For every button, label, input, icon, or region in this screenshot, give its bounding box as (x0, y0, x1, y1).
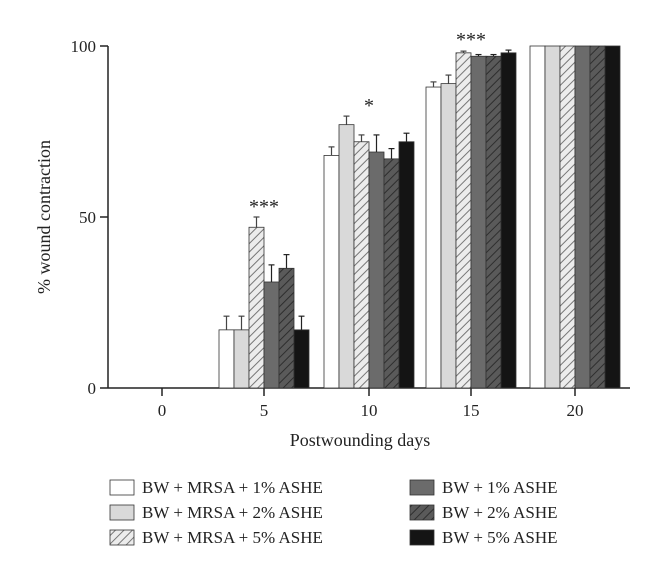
legend: BW + MRSA + 1% ASHE BW + MRSA + 2% ASHE BW… (109, 478, 558, 547)
x-tick-label: 0 (158, 401, 167, 420)
bar (485, 55, 502, 389)
bar (263, 281, 280, 389)
bar (559, 45, 576, 389)
x-tick-label: 10 (361, 401, 378, 420)
bar (589, 45, 606, 389)
legend-label: BW + 2% ASHE (442, 503, 558, 522)
bar (338, 124, 355, 389)
bar (398, 141, 415, 389)
bar (604, 45, 621, 389)
x-tick-label: 20 (567, 401, 584, 420)
bar (323, 155, 340, 389)
bar (470, 55, 487, 389)
bar (440, 83, 457, 389)
x-tick-label: 15 (463, 401, 480, 420)
y-axis: 0 50 100 (71, 37, 109, 398)
significance-marker: *** (249, 196, 279, 218)
bar (574, 45, 591, 389)
bar (425, 86, 442, 389)
bars (218, 45, 621, 389)
x-tick-label: 5 (260, 401, 269, 420)
legend-label: BW + MRSA + 2% ASHE (142, 503, 323, 522)
bar (278, 267, 295, 389)
significance-marker: *** (456, 29, 486, 51)
x-axis-title: Postwounding days (290, 430, 431, 450)
legend-label: BW + 5% ASHE (442, 528, 558, 547)
bar (248, 226, 265, 389)
legend-label: BW + 1% ASHE (442, 478, 558, 497)
bar (455, 52, 472, 389)
bar (368, 151, 385, 389)
bar (218, 329, 235, 389)
bar (500, 52, 517, 389)
significance-marker: * (364, 95, 374, 117)
y-tick-label: 100 (71, 37, 97, 56)
bar (529, 45, 546, 389)
legend-swatch (409, 529, 435, 546)
bar (544, 45, 561, 389)
bar (293, 329, 310, 389)
legend-label: BW + MRSA + 1% ASHE (142, 478, 323, 497)
bar (383, 158, 400, 389)
bar (233, 329, 250, 389)
legend-swatch (409, 479, 435, 496)
legend-swatch (109, 504, 135, 521)
legend-label: BW + MRSA + 5% ASHE (142, 528, 323, 547)
legend-swatch (109, 479, 135, 496)
y-tick-label: 50 (79, 208, 96, 227)
bar (353, 141, 370, 389)
legend-swatch (409, 504, 435, 521)
y-axis-title: % wound contraction (34, 140, 54, 294)
x-axis: 0 5 10 15 20 (108, 387, 630, 420)
y-tick-label: 0 (88, 379, 97, 398)
significance-annotations: ******* (249, 29, 486, 218)
legend-swatch (109, 529, 135, 546)
